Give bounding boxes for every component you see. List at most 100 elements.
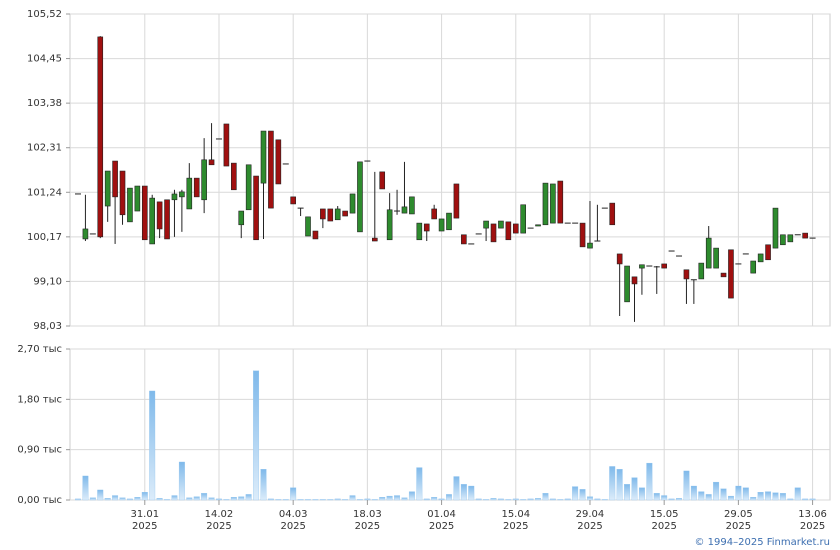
candle-body [728,249,734,299]
candle-body [238,210,245,226]
volume-bar [535,498,541,501]
volume-bar [520,499,527,501]
volume-bar [230,497,237,501]
volume-bar [490,498,497,501]
candle-body [579,222,586,248]
candle-body [371,237,378,242]
candle-body [661,263,667,269]
candle-body [780,234,786,246]
candle-body [275,139,282,185]
candle-body [631,276,638,285]
candle-body [512,223,519,234]
volume-bar [223,499,230,501]
candle-body [431,208,437,220]
candle-body [401,206,408,214]
volume-bar [483,499,490,501]
volume-bar [178,461,185,501]
x-tick-year: 2025 [800,521,825,532]
volume-bar [401,497,408,501]
volume-bar [542,493,549,501]
x-tick-label: 29.05 [724,509,753,520]
candle-body [409,196,415,215]
candle-body [416,222,423,241]
candle-body [327,208,334,222]
x-tick-label: 18.03 [353,509,382,520]
candle-body [208,159,215,166]
volume-bar [371,499,378,501]
y-tick-label: 101,24 [27,187,62,198]
candle-body [127,187,133,223]
x-tick-label: 14.02 [205,509,234,520]
candle-body [186,177,193,210]
volume-bar [357,499,363,501]
candle-body [104,170,111,207]
volume-bar [497,498,504,501]
x-tick-year: 2025 [503,521,528,532]
volume-bar [668,498,675,501]
candle-body [535,224,541,227]
volume-bar [141,492,148,501]
candle-body [550,183,556,224]
volume-bar [171,495,178,501]
volume-bar [312,499,319,501]
volume-bar [527,498,534,501]
volume-bar [512,498,519,501]
volume-bar [193,496,200,501]
volume-bar [616,469,623,501]
volume-bar [809,498,816,501]
candle-body [193,177,200,198]
x-tick-label: 29.04 [576,509,605,520]
candle-body [134,185,141,212]
candle-body [156,201,163,230]
candle-body [683,269,690,280]
x-tick-year: 2025 [577,521,602,532]
x-tick-year: 2025 [355,521,380,532]
candle-body [802,232,808,239]
candle-body [609,202,616,226]
candle-body [253,175,259,241]
volume-bar [186,497,193,501]
volume-bar [587,496,593,501]
volume-bar [460,484,467,501]
volume-bar [349,495,356,501]
candle-body [312,230,319,240]
volume-bar [112,495,119,501]
volume-bar [164,499,170,501]
candle-body [490,223,497,243]
volume-bar [216,498,222,501]
x-tick-label: 01.04 [427,509,456,520]
volume-bar [149,390,156,501]
candle-body [171,193,178,201]
candle-body [750,260,757,274]
candle-body [787,234,794,243]
y-tick-label: 0,00 тыс [17,495,62,506]
volume-bar [89,497,96,501]
candle-body [542,182,549,226]
y-tick-label: 103,38 [27,98,62,109]
volume-bar [572,486,579,501]
volume-bar [646,462,653,501]
volume-bar [319,499,326,501]
volume-bar [297,499,304,501]
candle-body [616,253,623,265]
volume-bar [594,498,601,501]
volume-bar [416,467,423,501]
volume-bar [364,498,371,501]
y-tick-label: 104,45 [27,54,62,65]
y-tick-label: 98,03 [33,321,62,332]
volume-bar [238,496,245,501]
volume-bar [408,491,415,501]
candle-body [149,197,155,245]
volume-bar [750,497,757,501]
candle-body [231,162,237,191]
x-tick-label: 15.05 [650,509,679,520]
volume-bar [601,499,608,501]
volume-bar [431,497,438,501]
volume-bar [327,499,334,501]
volume-bar [475,498,482,501]
candle-body [461,234,467,245]
x-tick-label: 15.04 [501,509,530,520]
volume-bar [253,370,260,501]
y-tick-label: 105,52 [27,9,62,20]
